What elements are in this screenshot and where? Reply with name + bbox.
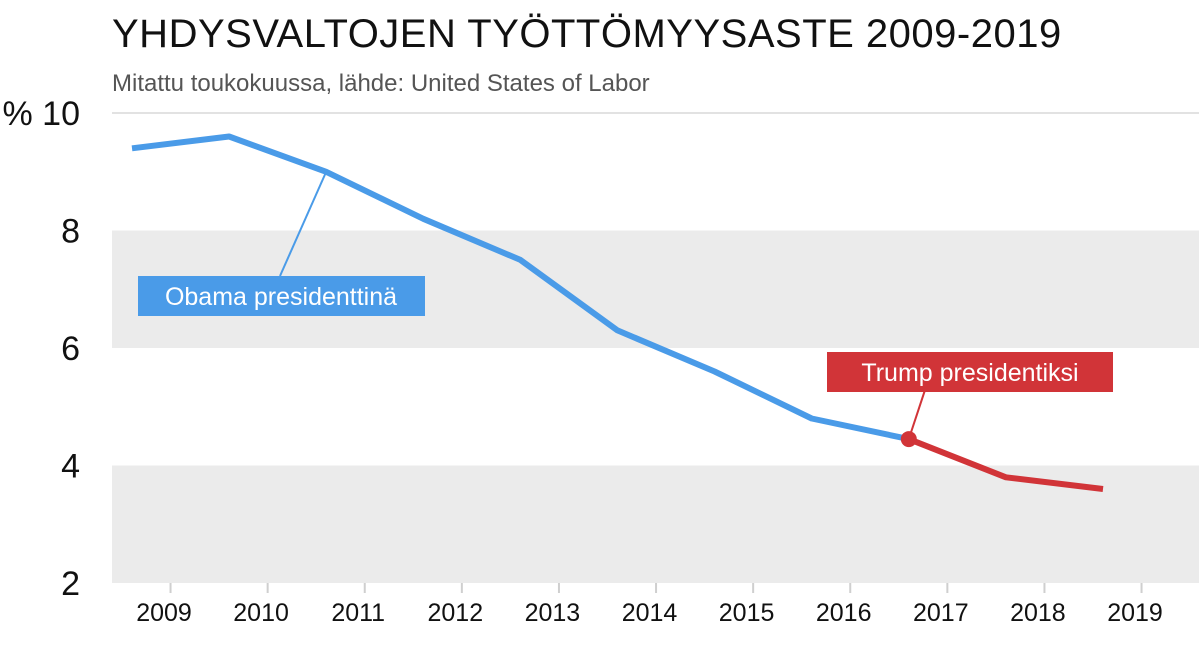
annotations: Obama presidenttinä Trump presidentiksi [138, 171, 1113, 440]
grid-band [112, 113, 1199, 231]
trump-series-line [907, 436, 1104, 492]
y-tick-label: 2 [61, 565, 80, 603]
chart-title: YHDYSVALTOJEN TYÖTTÖMYYSASTE 2009-2019 [112, 12, 1062, 56]
x-tick-label: 2011 [331, 599, 385, 627]
grid-band [112, 465, 1199, 583]
obama-callout-text: Obama presidenttinä [165, 283, 397, 311]
trump-callout-text: Trump presidentiksi [861, 359, 1078, 387]
x-tick-label: 2010 [233, 599, 289, 627]
x-tick-label: 2014 [622, 599, 678, 627]
chart-subtitle: Mitattu toukokuussa, lähde: United State… [112, 70, 650, 97]
trump-callout-line [907, 389, 926, 440]
x-tick-label: 2016 [816, 599, 872, 627]
x-tick-label: 2012 [427, 599, 483, 627]
x-axis: 2009 2010 2011 2012 2013 2014 2015 2016 2017 2018… [136, 583, 1163, 627]
obama-series-line [131, 133, 910, 443]
y-axis: 2 4 6 8 % 10 [3, 95, 81, 603]
x-tick-label: 2017 [913, 599, 969, 627]
x-tick-label: 2018 [1010, 599, 1066, 627]
y-tick-label: 8 [61, 213, 80, 251]
x-tick-label: 2013 [525, 599, 581, 627]
y-tick-label: 6 [61, 330, 80, 368]
x-tick-label: 2019 [1107, 599, 1163, 627]
x-tick-label: 2009 [136, 599, 192, 627]
trump-callout-box [827, 352, 1113, 392]
x-tick-label: 2015 [719, 599, 775, 627]
obama-callout-box [138, 276, 425, 316]
obama-callout-line [279, 171, 328, 277]
y-tick-label: 4 [61, 448, 80, 486]
y-tick-label: % 10 [3, 95, 81, 133]
